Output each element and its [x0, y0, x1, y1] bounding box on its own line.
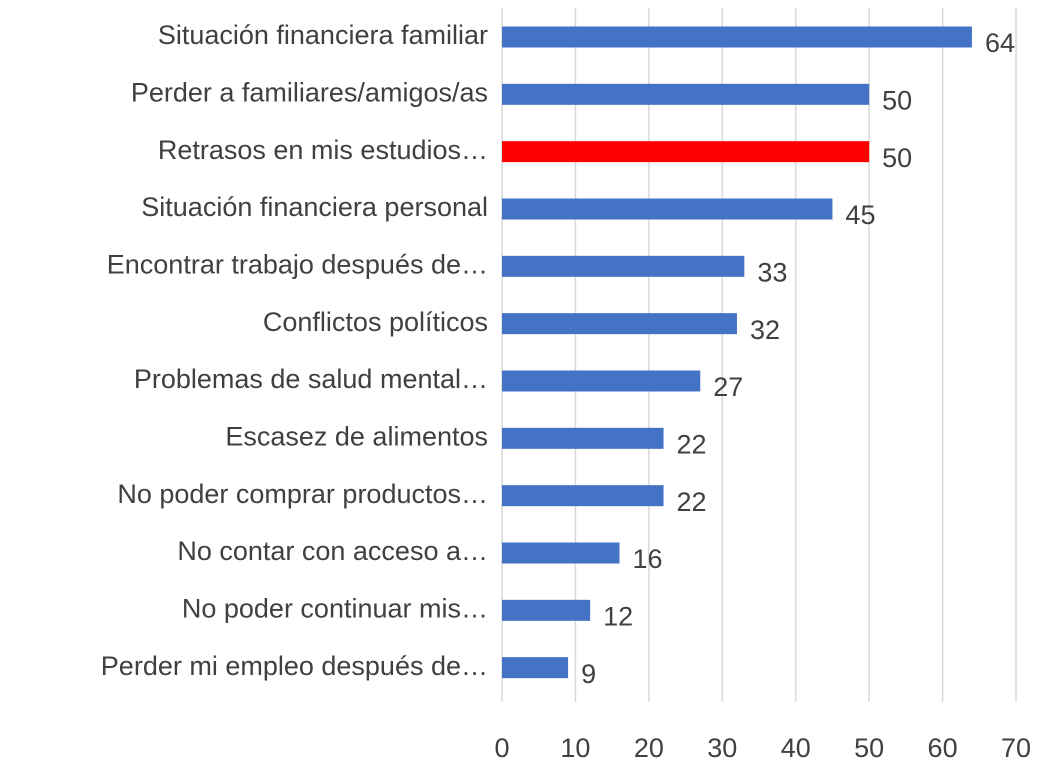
x-tick-label: 70 [1001, 733, 1031, 763]
bar [502, 599, 591, 621]
bar [502, 542, 620, 564]
value-label: 50 [882, 85, 912, 115]
y-tick-label: No poder continuar mis… [182, 593, 488, 623]
value-label: 32 [750, 315, 780, 345]
value-label: 22 [677, 429, 707, 459]
y-tick-label: Situación financiera familiar [158, 20, 488, 50]
value-label: 64 [985, 28, 1015, 58]
y-tick-label: Problemas de salud mental… [134, 364, 488, 394]
x-tick-label: 40 [781, 733, 811, 763]
value-label: 9 [581, 659, 596, 689]
y-tick-label: No poder comprar productos… [117, 479, 488, 509]
value-label: 16 [632, 544, 662, 574]
value-label: 27 [713, 372, 743, 402]
y-tick-label: Escasez de alimentos [225, 421, 488, 451]
y-tick-label: No contar con acceso a… [177, 536, 488, 566]
x-tick-label: 20 [634, 733, 664, 763]
y-tick-label: Situación financiera personal [141, 192, 488, 222]
y-tick-label: Retrasos en mis estudios… [158, 135, 488, 165]
bar [502, 313, 737, 335]
bar [502, 141, 870, 163]
bar [502, 657, 569, 679]
bar [502, 427, 664, 449]
value-label: 12 [603, 601, 633, 631]
y-tick-label: Perder mi empleo después de… [101, 651, 488, 681]
bar [502, 83, 870, 105]
x-tick-label: 60 [928, 733, 958, 763]
x-tick-label: 30 [707, 733, 737, 763]
value-label: 45 [845, 200, 875, 230]
x-tick-label: 0 [494, 733, 509, 763]
y-tick-label: Conflictos políticos [263, 307, 488, 337]
y-tick-label: Encontrar trabajo después de… [107, 249, 488, 279]
y-tick-label: Perder a familiares/amigos/as [131, 77, 488, 107]
value-label: 50 [882, 143, 912, 173]
bar [502, 26, 972, 48]
bar [502, 198, 833, 220]
bar [502, 485, 664, 507]
bar [502, 255, 745, 277]
value-label: 33 [757, 257, 787, 287]
value-label: 22 [677, 487, 707, 517]
bar [502, 370, 701, 392]
x-tick-label: 10 [560, 733, 590, 763]
x-tick-label: 50 [854, 733, 884, 763]
